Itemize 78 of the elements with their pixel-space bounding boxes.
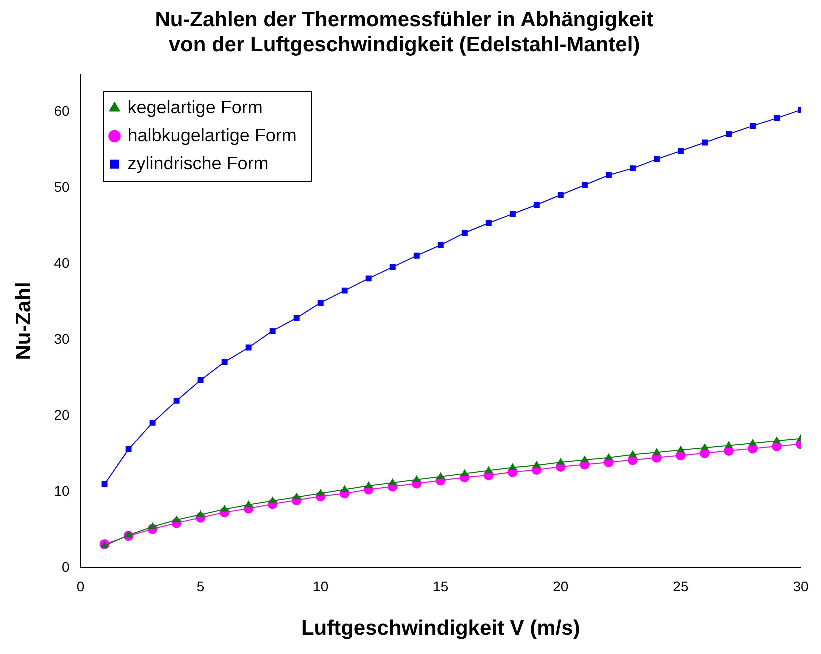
point [173,516,180,522]
point [414,252,420,259]
x-axis-title: Luftgeschwindigkeit V (m/s) [301,617,580,640]
point [630,166,636,172]
point [341,486,348,492]
legend-label: halbkugelartige Form [128,125,297,146]
point [750,123,756,130]
point [486,220,492,226]
point [222,359,228,366]
point [774,115,780,122]
point [534,202,540,208]
x-tick-label: 5 [196,578,205,594]
y-tick-label: 30 [54,331,70,348]
point [149,522,156,530]
x-tick-label: 10 [313,578,329,594]
point [102,481,108,488]
y-tick-label: 0 [62,558,70,575]
point [342,288,348,294]
y-tick-label: 20 [54,406,70,423]
point [174,398,180,404]
point [317,490,324,496]
point [318,300,324,306]
point [678,148,684,154]
point [462,230,468,236]
point [390,264,396,270]
point [150,420,156,426]
point [198,377,204,384]
point [725,442,733,448]
legend-label: kegelartige Form [128,97,263,118]
point [485,466,492,474]
point [438,242,444,248]
point [702,140,708,146]
point [270,328,276,334]
point [510,211,516,218]
point [365,482,372,488]
point [126,446,132,453]
point [606,172,612,178]
point [581,456,588,462]
point [221,506,228,512]
point [101,542,108,548]
point [294,315,300,322]
point [654,156,660,162]
y-tick-label: 10 [54,482,70,499]
point [701,444,708,450]
point [509,464,516,470]
x-tick-label: 20 [553,578,569,594]
point [245,500,252,508]
point [389,478,396,486]
point [246,344,252,351]
point [558,192,564,198]
legend-label: zylindrische Form [128,153,269,174]
x-tick-label: 30 [793,578,809,594]
point [269,497,276,504]
point [125,531,132,538]
y-tick-label: 50 [54,179,70,196]
point [677,446,684,453]
point [557,458,564,465]
point [749,439,757,446]
y-tick-label: 40 [54,255,70,272]
y-tick-label: 60 [54,103,70,120]
point [437,472,444,480]
point [726,131,732,138]
x-tick-label: 0 [76,578,85,594]
point [773,437,781,444]
point [533,461,540,468]
x-tick-label: 25 [673,578,689,594]
point [413,476,420,482]
point [461,470,468,476]
point [629,450,636,458]
chart-title: Nu-Zahlen der Thermomessfühler in Abhängigkeit von der Luftgeschwindigkeit (Edelstahl-Mantel) [155,8,654,57]
point [197,510,204,518]
point [582,182,588,188]
point [653,448,660,455]
y-axis-title: Nu-Zahl [12,282,36,360]
point [366,276,372,282]
point [605,454,612,460]
point [293,493,300,500]
x-tick-label: 15 [433,578,449,594]
